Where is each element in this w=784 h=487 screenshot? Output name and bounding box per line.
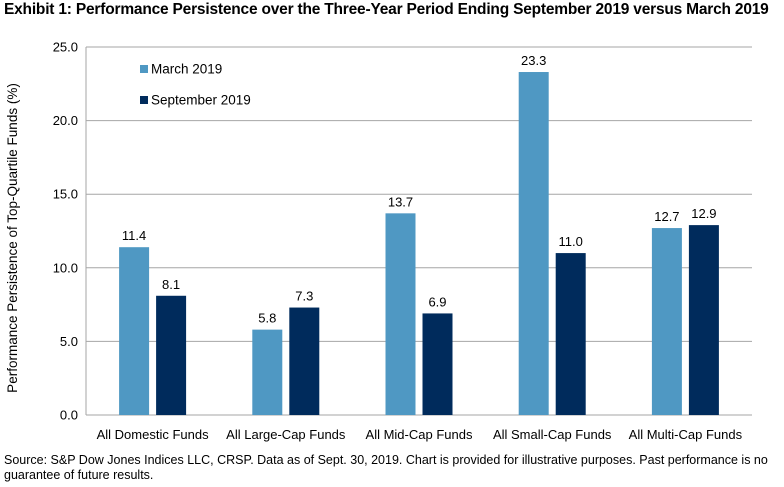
y-axis-label: Performance Persistence of Top-Quartile …	[5, 83, 20, 393]
bar-march-2019	[119, 247, 150, 415]
data-label: 11.4	[122, 228, 146, 243]
chart-title: Exhibit 1: Performance Persistence over …	[4, 1, 769, 18]
bars	[119, 72, 719, 416]
x-tick-label: All Domestic Funds	[97, 427, 209, 442]
data-label: 23.3	[521, 53, 546, 68]
y-tick-label: 10.0	[53, 260, 78, 275]
x-tick-label: All Mid-Cap Funds	[366, 427, 473, 442]
x-axis-ticks: All Domestic Funds All Large-Cap Funds All…	[97, 427, 743, 442]
x-tick-label: All Multi-Cap Funds	[629, 427, 743, 442]
source-note: Source: S&P Dow Jones Indices LLC, CRSP.…	[4, 453, 768, 482]
data-label: 7.3	[295, 289, 313, 304]
y-tick-label: 5.0	[60, 334, 78, 349]
data-label: 11.0	[559, 234, 583, 249]
x-tick-label: All Small-Cap Funds	[493, 427, 612, 442]
bar-september-2019	[688, 225, 719, 415]
bar-september-2019	[422, 313, 453, 415]
bar-september-2019	[289, 307, 320, 415]
data-label: 12.7	[654, 209, 679, 224]
bar-september-2019	[555, 253, 586, 415]
y-tick-label: 25.0	[53, 40, 78, 55]
legend-label: September 2019	[151, 93, 251, 108]
y-tick-label: 0.0	[60, 408, 78, 423]
y-tick-label: 20.0	[53, 113, 78, 128]
y-axis-ticks: 0.0 5.0 10.0 15.0 20.0 25.0	[53, 40, 78, 423]
legend-swatch	[140, 65, 148, 73]
y-tick-label: 15.0	[53, 187, 78, 202]
bar-march-2019	[385, 213, 416, 415]
bar-march-2019	[518, 72, 549, 416]
data-label: 8.1	[162, 277, 180, 292]
data-label: 5.8	[258, 311, 276, 326]
legend: March 2019 September 2019	[140, 62, 251, 108]
x-tick-label: All Large-Cap Funds	[226, 427, 346, 442]
data-labels: 11.4 8.1 5.8 7.3 13.7 6.9 23.3 11.0 12.7 12.9	[122, 53, 717, 326]
gridlines	[85, 46, 752, 416]
legend-label: March 2019	[151, 62, 222, 77]
bar-march-2019	[252, 329, 283, 415]
bar-march-2019	[651, 228, 682, 415]
data-label: 6.9	[428, 294, 446, 309]
data-label: 12.9	[691, 206, 716, 221]
bar-september-2019	[156, 295, 187, 415]
data-label: 13.7	[388, 194, 413, 209]
legend-swatch	[140, 96, 148, 104]
